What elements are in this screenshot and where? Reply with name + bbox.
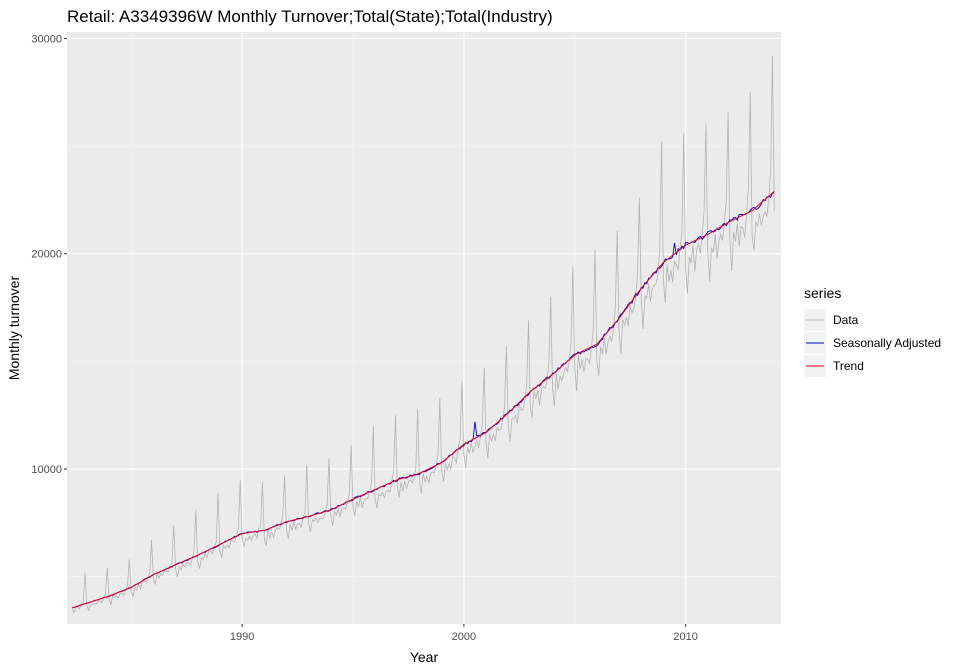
legend-label: Seasonally Adjusted xyxy=(833,336,941,350)
legend-item-trend: Trend xyxy=(804,355,864,377)
y-tick-label: 30000 xyxy=(31,33,62,45)
legend-label: Data xyxy=(833,313,859,327)
line-data xyxy=(71,55,775,614)
x-axis: 1990 2000 2010 xyxy=(230,624,698,643)
y-tick-label: 10000 xyxy=(31,464,62,476)
series-data xyxy=(71,55,775,614)
y-axis: 10000 20000 30000 xyxy=(31,33,67,476)
x-tick-label: 2000 xyxy=(452,631,476,643)
series-trend xyxy=(71,190,775,609)
legend-label: Trend xyxy=(833,359,864,373)
chart-title: Retail: A3349396W Monthly Turnover;Total… xyxy=(67,7,553,26)
legend: series Data Seasonally Adjusted Trend xyxy=(804,285,941,377)
y-tick-label: 20000 xyxy=(31,249,62,261)
legend-title: series xyxy=(804,285,841,301)
legend-item-data: Data xyxy=(804,309,859,331)
plot-panel xyxy=(67,32,781,624)
grid-major xyxy=(67,32,781,624)
y-axis-title: Monthly turnover xyxy=(6,276,22,381)
legend-item-seasonally-adjusted: Seasonally Adjusted xyxy=(804,332,941,354)
x-axis-title: Year xyxy=(410,649,439,665)
line-trend xyxy=(71,190,775,609)
x-tick-label: 2010 xyxy=(673,631,697,643)
x-tick-label: 1990 xyxy=(230,631,254,643)
